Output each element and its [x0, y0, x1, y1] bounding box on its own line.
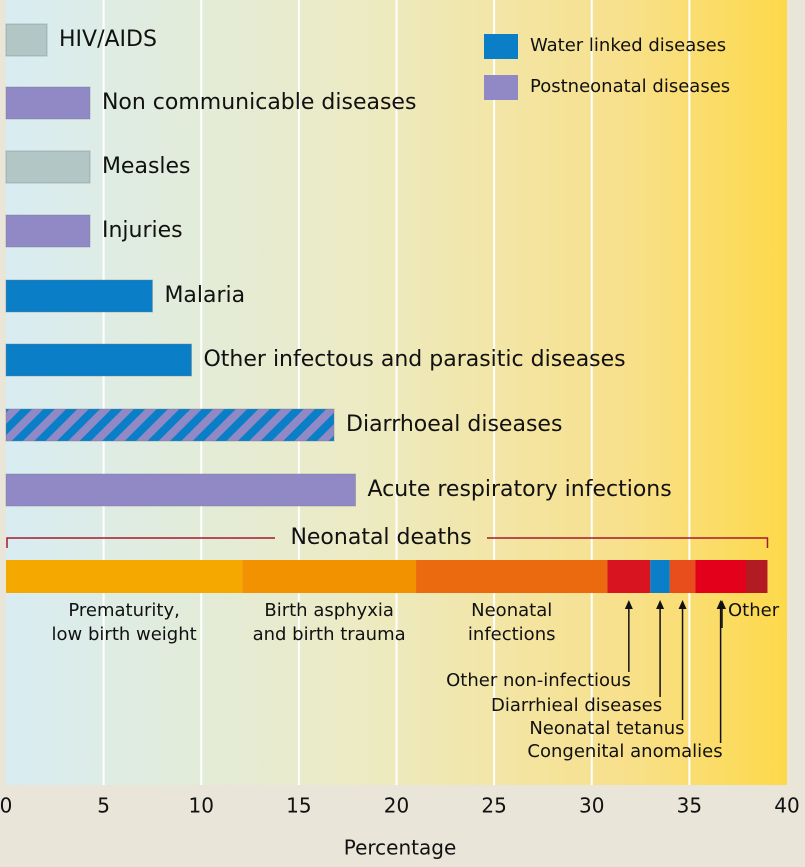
bar — [5, 408, 335, 442]
bar-label: Measles — [102, 154, 191, 179]
stacked-segment — [669, 560, 696, 593]
callout-arrow — [656, 600, 665, 609]
segment-label: Birth asphyxia — [264, 600, 394, 621]
bracket — [6, 537, 769, 548]
stacked-segment — [242, 560, 417, 593]
stacked-segment — [745, 560, 768, 593]
legend-swatch — [484, 34, 518, 59]
bar-label: Injuries — [102, 218, 183, 243]
bar-label: Other infectous and parasitic diseases — [203, 347, 625, 372]
x-tick-label: 10 — [189, 794, 214, 818]
x-tick-label: 30 — [579, 794, 604, 818]
x-tick-label: 25 — [481, 794, 506, 818]
segment-label: and birth trauma — [253, 624, 406, 645]
bar — [5, 214, 91, 248]
segment-label: Prematurity, — [68, 600, 179, 621]
callout-arrow — [678, 600, 687, 609]
bar — [5, 86, 91, 120]
bar-label: Non communicable diseases — [102, 90, 416, 115]
x-tick-label: 35 — [677, 794, 702, 818]
bracket-label: Neonatal deaths — [290, 525, 471, 550]
x-tick-label: 20 — [384, 794, 409, 818]
x-tick-label: 15 — [286, 794, 311, 818]
legend-swatch — [484, 75, 518, 100]
bar-label: Acute respiratory infections — [367, 477, 671, 502]
stacked-segment — [607, 560, 651, 593]
x-tick-label: 40 — [774, 794, 799, 818]
x-tick-label: 0 — [0, 794, 12, 818]
stacked-segment — [650, 560, 670, 593]
bar — [5, 279, 153, 313]
bar — [5, 473, 356, 507]
stacked-segment — [416, 560, 608, 593]
stacked-segment — [695, 560, 746, 593]
legend-label: Postneonatal diseases — [530, 76, 730, 97]
segment-label: infections — [468, 624, 556, 645]
callout-arrow — [717, 600, 726, 609]
bar-label: HIV/AIDS — [59, 27, 157, 52]
segment-label: Neonatal tetanus — [529, 718, 684, 739]
bar-label: Malaria — [164, 283, 245, 308]
x-axis-label: Percentage — [344, 836, 457, 860]
bar — [5, 150, 91, 184]
segment-label: Neonatal — [471, 600, 552, 621]
legend-label: Water linked diseases — [530, 35, 726, 56]
bar — [5, 23, 48, 57]
callout-arrow — [624, 600, 633, 609]
bar — [5, 343, 192, 377]
segment-label: low birth weight — [52, 624, 197, 645]
segment-label: Other non-infectious — [446, 670, 631, 691]
x-tick-label: 5 — [97, 794, 110, 818]
stacked-segment — [6, 560, 243, 593]
segment-label: Diarrhieal diseases — [491, 695, 662, 716]
bar-label: Diarrhoeal diseases — [346, 412, 562, 437]
segment-label: Other — [728, 600, 780, 621]
segment-label: Congenital anomalies — [527, 741, 722, 762]
